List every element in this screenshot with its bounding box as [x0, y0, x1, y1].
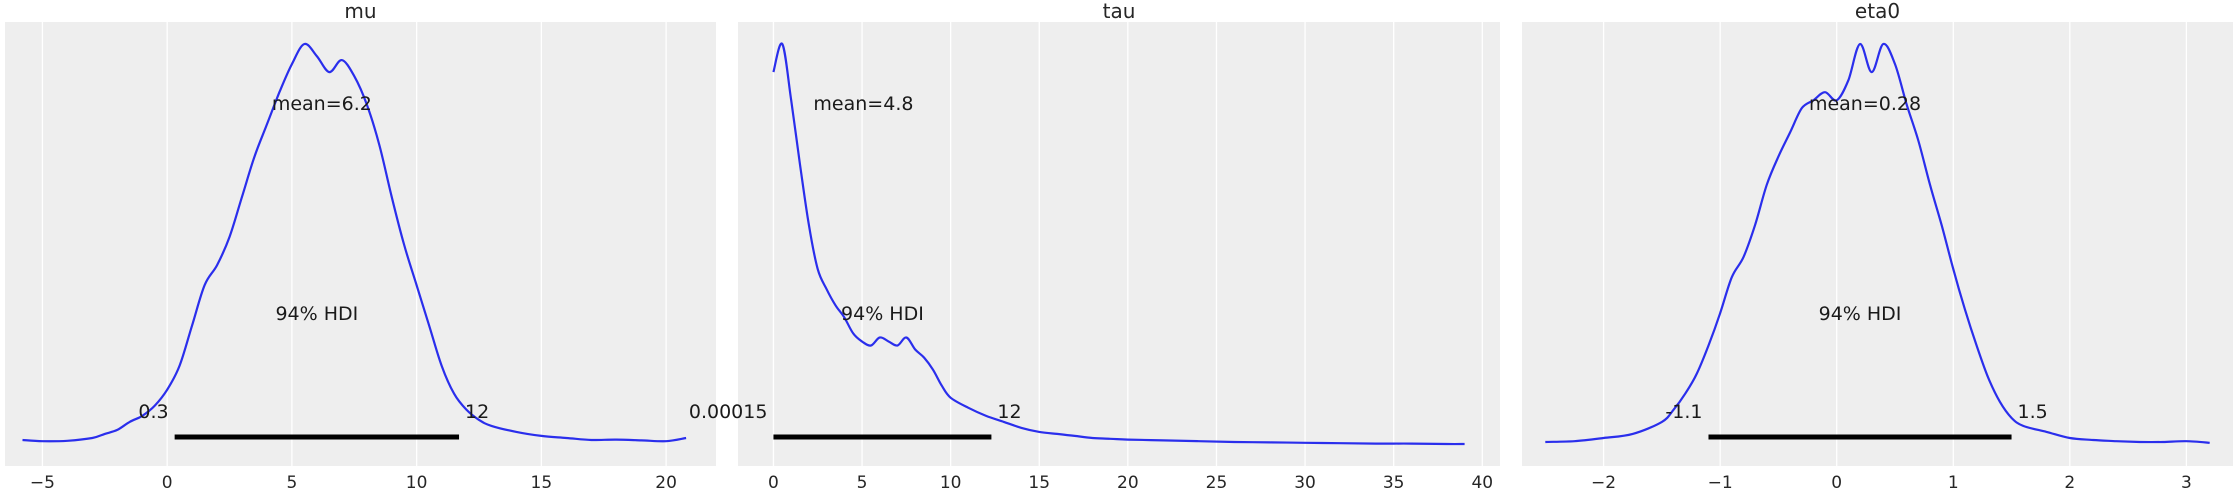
- chart-title: mu: [344, 0, 376, 23]
- chart-panel-tau: 0 5 10 15 20 25 30 35 40 0.00015 12 94% HDI mean=4.8…: [689, 0, 1500, 493]
- x-tick-label: 30: [1294, 473, 1316, 493]
- kde-curve: [1545, 42, 2210, 444]
- x-tick-label: 40: [1471, 473, 1493, 493]
- plot-area: [738, 22, 1500, 466]
- hdi-label: 94% HDI: [1819, 303, 1902, 325]
- x-tick-label: 0: [1831, 473, 1842, 493]
- hdi-high-label: 12: [465, 401, 489, 423]
- hdi-high-label: 1.5: [2018, 401, 2048, 423]
- plot-area: [5, 22, 716, 466]
- chart-title: tau: [1103, 0, 1136, 23]
- x-tick-label: 0: [768, 473, 779, 493]
- x-tick-label: −2: [1591, 473, 1616, 493]
- hdi-label: 94% HDI: [841, 303, 924, 325]
- x-tick-label: 25: [1206, 473, 1228, 493]
- plot-area: [1522, 22, 2233, 466]
- x-tick-label: −1: [1708, 473, 1733, 493]
- hdi-label: 94% HDI: [275, 303, 358, 325]
- x-tick-label: 15: [1028, 473, 1050, 493]
- x-tick-label: 3: [2181, 473, 2192, 493]
- x-tick-label: 0: [162, 473, 173, 493]
- mean-label: mean=4.8: [813, 93, 913, 115]
- hdi-low-label: 0.3: [138, 401, 168, 423]
- kde-curve: [22, 42, 687, 443]
- chart-panel-eta0: −2 −1 0 1 2 3 -1.1 1.5 94% HDI mean=0.28 eta0: [1522, 0, 2233, 493]
- hdi-low-label: 0.00015: [689, 401, 768, 423]
- x-tick-label: 1: [1948, 473, 1959, 493]
- hdi-high-label: 12: [997, 401, 1021, 423]
- x-tick-label: 5: [857, 473, 868, 493]
- mean-label: mean=6.2: [272, 93, 372, 115]
- x-tick-label: 20: [655, 473, 677, 493]
- chart-title: eta0: [1855, 0, 1900, 23]
- x-tick-label: 5: [286, 473, 297, 493]
- kde-curve: [772, 42, 1465, 446]
- x-tick-label: 10: [940, 473, 962, 493]
- x-tick-label: −5: [30, 473, 55, 493]
- x-tick-label: 35: [1383, 473, 1405, 493]
- hdi-low-label: -1.1: [1665, 401, 1702, 423]
- x-tick-label: 15: [531, 473, 553, 493]
- x-tick-label: 2: [2064, 473, 2075, 493]
- mean-label: mean=0.28: [1809, 93, 1921, 115]
- x-tick-label: 10: [406, 473, 428, 493]
- x-tick-label: 20: [1117, 473, 1139, 493]
- chart-panel-mu: −5 0 5 10 15 20 0.3 12 94% HDI mean=6.2 mu: [5, 0, 716, 493]
